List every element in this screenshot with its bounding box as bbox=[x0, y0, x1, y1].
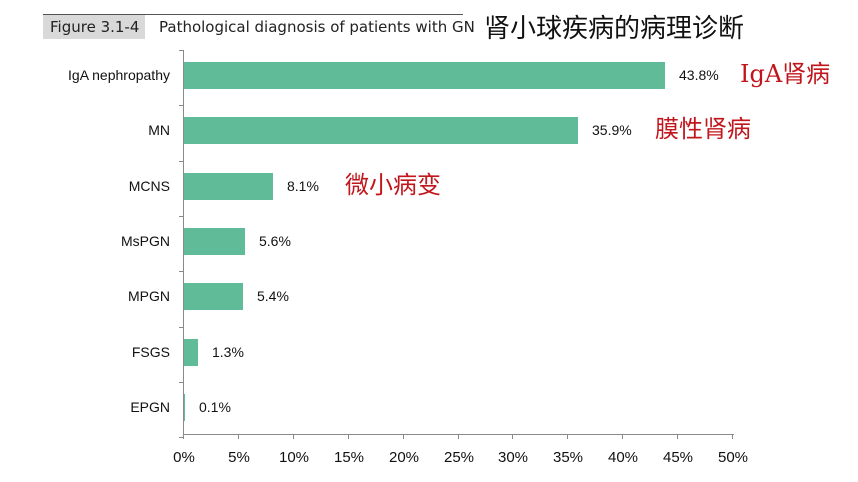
x-axis-tick-label: 20% bbox=[388, 449, 420, 466]
x-axis-tick bbox=[403, 434, 404, 439]
y-axis-tick bbox=[179, 105, 183, 106]
x-axis-tick bbox=[677, 434, 678, 439]
x-axis-tick bbox=[512, 434, 513, 439]
y-axis-tick bbox=[179, 437, 183, 438]
chinese-annotation: 膜性肾病 bbox=[655, 115, 751, 143]
x-axis-tick-label: 25% bbox=[443, 449, 475, 466]
category-label: EPGN bbox=[130, 399, 170, 415]
value-label: 1.3% bbox=[212, 344, 244, 360]
chinese-title: 肾小球疾病的病理诊断 bbox=[484, 14, 745, 44]
chinese-annotation: 微小病变 bbox=[345, 171, 441, 199]
y-axis bbox=[183, 50, 184, 434]
x-axis-tick-label: 5% bbox=[228, 449, 250, 466]
y-axis-tick bbox=[179, 271, 183, 272]
bar bbox=[184, 394, 186, 421]
x-axis-tick-label: 40% bbox=[607, 449, 639, 466]
bar bbox=[184, 117, 579, 144]
x-axis-tick bbox=[293, 434, 294, 439]
x-axis-tick-label: 0% bbox=[173, 449, 195, 466]
value-label: 43.8% bbox=[679, 67, 719, 83]
chinese-annotation: IgA肾病 bbox=[740, 60, 831, 88]
value-label: 8.1% bbox=[287, 178, 319, 194]
x-axis-tick-label: 35% bbox=[552, 449, 584, 466]
x-axis-tick bbox=[732, 434, 733, 439]
x-axis-tick-label: 50% bbox=[717, 449, 749, 466]
x-axis-tick bbox=[622, 434, 623, 439]
value-label: 5.6% bbox=[259, 233, 291, 249]
y-axis-tick bbox=[179, 50, 183, 51]
y-axis-tick bbox=[179, 382, 183, 383]
category-label: MN bbox=[148, 122, 170, 138]
category-label: FSGS bbox=[131, 344, 170, 360]
x-axis-tick-label: 30% bbox=[497, 449, 529, 466]
value-label: 35.9% bbox=[592, 122, 632, 138]
category-label: MPGN bbox=[128, 288, 170, 304]
value-label: 5.4% bbox=[257, 288, 289, 304]
x-axis-tick bbox=[458, 434, 459, 439]
value-label: 0.1% bbox=[199, 399, 231, 415]
figure-title: Pathological diagnosis of patients with … bbox=[159, 18, 475, 36]
x-axis-tick bbox=[183, 434, 184, 439]
x-axis-tick bbox=[238, 434, 239, 439]
category-label: MCNS bbox=[128, 178, 170, 194]
bar bbox=[184, 62, 665, 89]
x-axis-tick-label: 10% bbox=[278, 449, 310, 466]
x-axis-tick bbox=[567, 434, 568, 439]
category-label: IgA nephropathy bbox=[68, 67, 170, 83]
figure-label: Figure 3.1-4 bbox=[43, 15, 145, 39]
bar bbox=[184, 283, 244, 310]
y-axis-tick bbox=[179, 216, 183, 217]
category-label: MsPGN bbox=[121, 233, 170, 249]
y-axis-tick bbox=[179, 327, 183, 328]
x-axis-tick-label: 15% bbox=[333, 449, 365, 466]
figure-header: Figure 3.1-4 Pathological diagnosis of p… bbox=[43, 14, 475, 39]
bar bbox=[184, 228, 246, 255]
bar bbox=[184, 339, 199, 366]
y-axis-tick bbox=[179, 161, 183, 162]
bar bbox=[184, 173, 273, 200]
x-axis-tick-label: 45% bbox=[662, 449, 694, 466]
x-axis-tick bbox=[348, 434, 349, 439]
